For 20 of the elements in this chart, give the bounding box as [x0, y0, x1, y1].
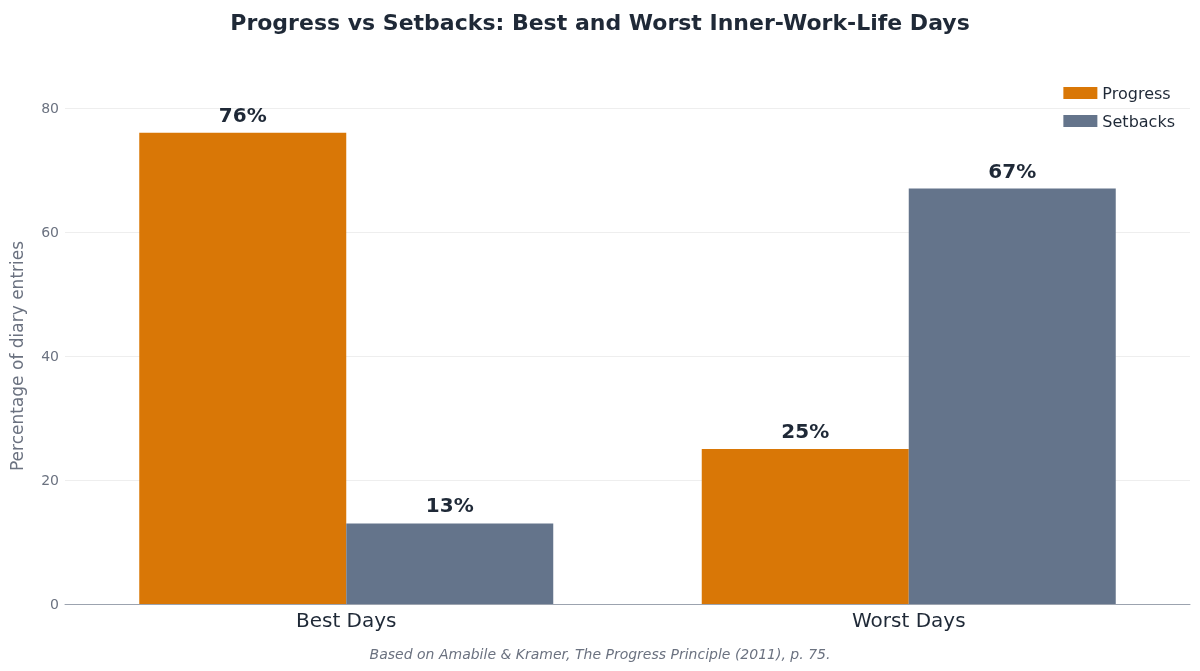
data-label: 76% — [218, 102, 267, 127]
y-tick-label: 0 — [50, 596, 59, 612]
y-tick-label: 40 — [41, 348, 59, 364]
legend-label: Setbacks — [1102, 111, 1176, 131]
data-label: 13% — [425, 493, 474, 518]
data-label: 67% — [988, 158, 1037, 183]
bar — [139, 132, 347, 604]
y-axis-title: Percentage of diary entries — [6, 240, 27, 472]
text: Based on Amabile & Kramer, The Progress Principle (2011), p. 75. — [369, 646, 831, 662]
y-tick-label: 60 — [41, 224, 59, 240]
x-tick-label: Best Days — [295, 608, 397, 632]
y-tick-label: 20 — [41, 472, 59, 488]
bar — [701, 449, 909, 604]
bar — [908, 188, 1116, 604]
x-tick-label: Worst Days — [851, 608, 966, 632]
y-tick-label: 80 — [41, 100, 59, 116]
data-label: 25% — [781, 419, 830, 443]
legend-label: Progress — [1102, 83, 1171, 103]
bar — [346, 523, 554, 604]
chart-title: Progress vs Setbacks: Best and Worst Inner-Work-Life Days — [230, 9, 970, 35]
